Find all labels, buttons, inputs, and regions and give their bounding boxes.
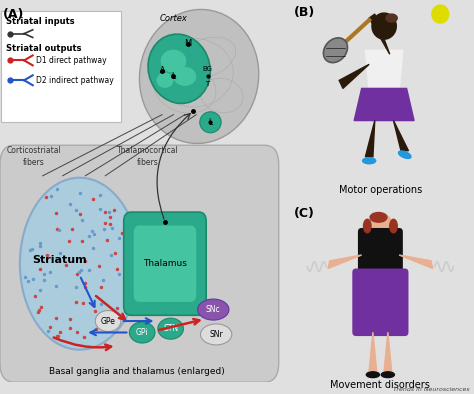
Circle shape (432, 5, 449, 23)
Text: D1 direct pathway: D1 direct pathway (36, 56, 106, 65)
Ellipse shape (366, 372, 380, 377)
Ellipse shape (200, 112, 221, 133)
Polygon shape (339, 64, 369, 88)
Ellipse shape (129, 322, 155, 343)
Polygon shape (369, 14, 390, 54)
Polygon shape (384, 332, 392, 371)
Text: (B): (B) (294, 6, 316, 19)
Ellipse shape (156, 72, 173, 88)
Ellipse shape (381, 372, 394, 377)
Text: M: M (184, 39, 191, 48)
Ellipse shape (364, 219, 371, 233)
Ellipse shape (173, 67, 196, 86)
Polygon shape (393, 121, 409, 151)
Text: T: T (206, 81, 210, 87)
Polygon shape (399, 255, 433, 269)
FancyBboxPatch shape (358, 228, 403, 278)
Ellipse shape (323, 38, 347, 63)
Ellipse shape (390, 219, 397, 233)
Polygon shape (328, 255, 362, 269)
Ellipse shape (386, 14, 397, 22)
Text: Thalamus: Thalamus (143, 259, 187, 268)
Text: Motor operations: Motor operations (339, 185, 422, 195)
Text: SNr: SNr (209, 330, 223, 339)
Ellipse shape (158, 318, 183, 339)
Text: Striatum: Striatum (32, 255, 87, 265)
Text: Trends in Neurosciences: Trends in Neurosciences (392, 387, 469, 392)
Ellipse shape (370, 212, 387, 222)
Text: GPe: GPe (100, 316, 116, 325)
Text: Striatal inputs: Striatal inputs (6, 17, 74, 26)
Ellipse shape (201, 324, 232, 345)
FancyBboxPatch shape (124, 212, 206, 315)
Text: D2 indirect pathway: D2 indirect pathway (36, 76, 113, 85)
Polygon shape (354, 88, 414, 121)
Ellipse shape (363, 158, 376, 164)
Circle shape (372, 13, 396, 39)
Text: GPi: GPi (136, 328, 148, 337)
Text: Striatal outputs: Striatal outputs (6, 44, 81, 53)
Text: Movement disorders: Movement disorders (330, 380, 430, 390)
Ellipse shape (20, 178, 139, 350)
Text: Corticostriatal
fibers: Corticostriatal fibers (7, 146, 62, 167)
Text: Thalamocortical
fibers: Thalamocortical fibers (117, 146, 179, 167)
FancyBboxPatch shape (352, 269, 409, 336)
Polygon shape (365, 121, 375, 157)
Text: STN: STN (163, 324, 178, 333)
FancyBboxPatch shape (134, 225, 196, 302)
FancyBboxPatch shape (1, 11, 121, 122)
Text: L: L (172, 72, 175, 81)
Ellipse shape (139, 9, 259, 143)
Ellipse shape (95, 310, 121, 331)
FancyBboxPatch shape (0, 145, 279, 382)
Text: Basal ganglia and thalamus (enlarged): Basal ganglia and thalamus (enlarged) (49, 368, 224, 376)
Text: (C): (C) (294, 207, 315, 220)
Ellipse shape (148, 34, 210, 104)
Text: Cortex: Cortex (160, 14, 187, 23)
Text: (A): (A) (3, 7, 24, 20)
Ellipse shape (198, 299, 229, 320)
Text: L: L (209, 118, 212, 127)
Text: BG: BG (202, 66, 213, 72)
Circle shape (368, 214, 392, 239)
Ellipse shape (399, 151, 411, 158)
Polygon shape (365, 50, 403, 91)
Text: SNc: SNc (206, 305, 220, 314)
Polygon shape (369, 332, 377, 371)
Ellipse shape (161, 50, 186, 72)
Text: A: A (159, 66, 165, 75)
